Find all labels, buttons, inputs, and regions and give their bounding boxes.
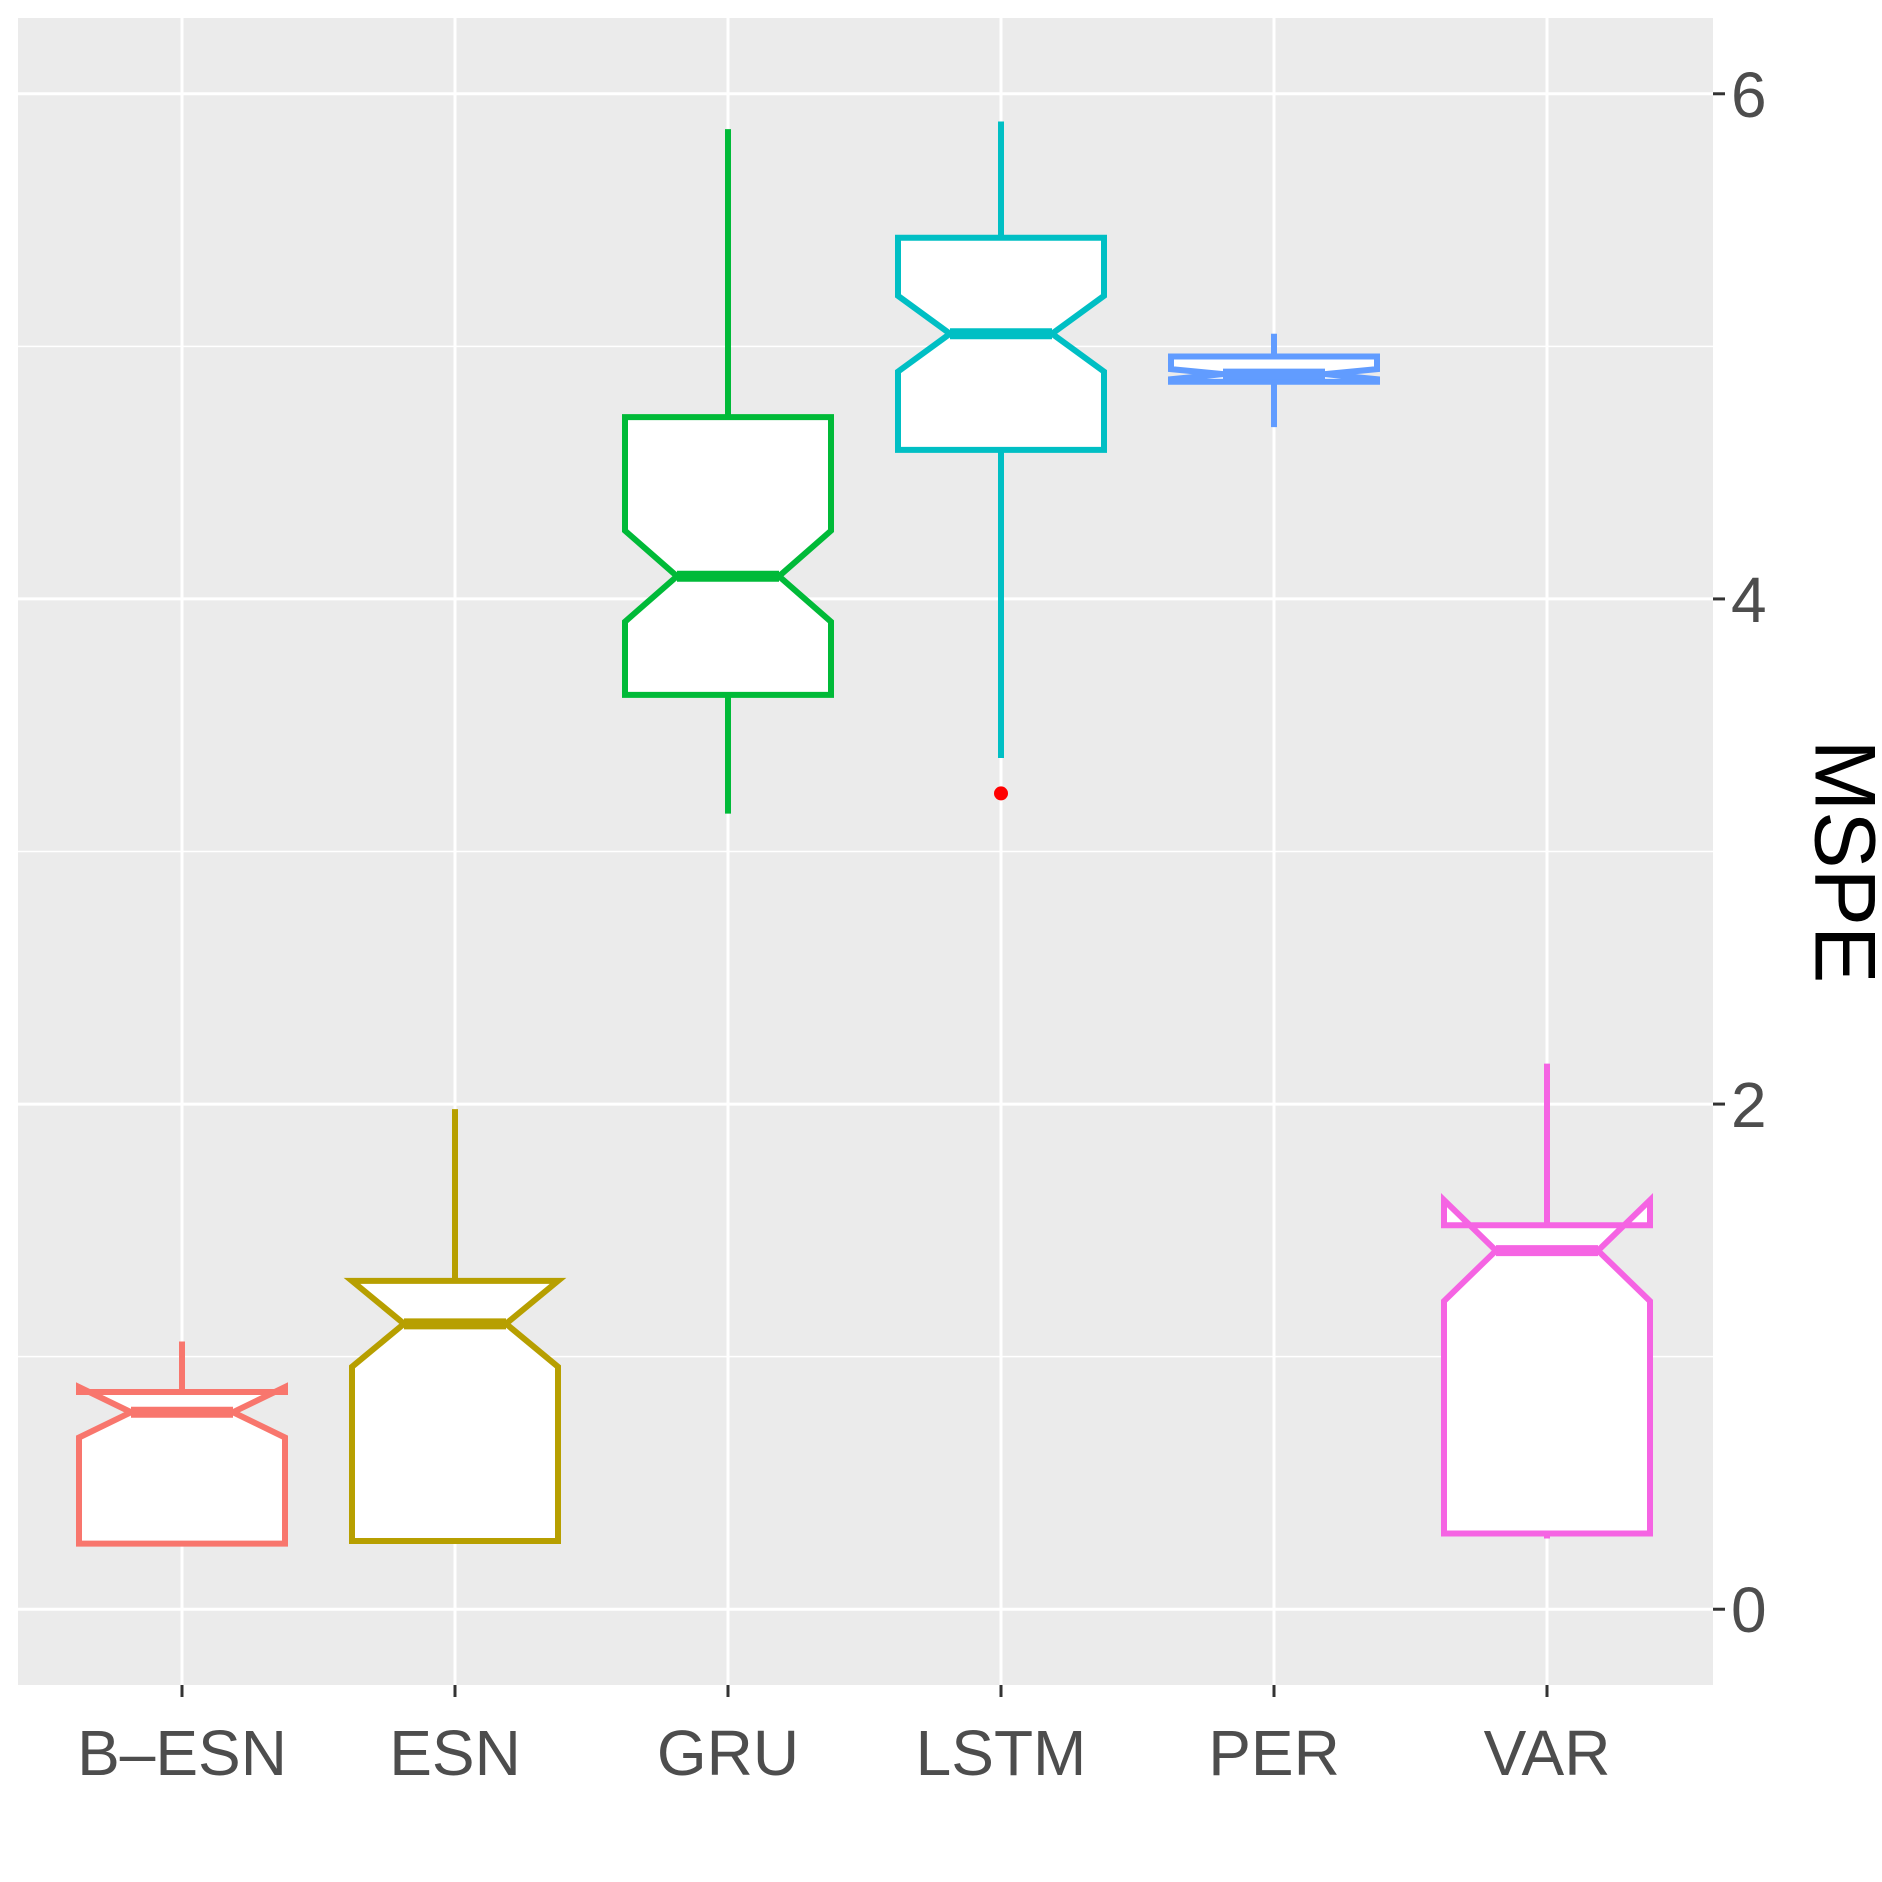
x-tick-label: LSTM: [916, 1717, 1087, 1789]
box-lstm: [895, 121, 1107, 801]
x-tick-label: GRU: [657, 1717, 799, 1789]
box-body: [1441, 1193, 1653, 1537]
y-tick-label: 0: [1731, 1574, 1767, 1646]
x-tick-label: ESN: [389, 1717, 521, 1789]
box-esn: [343, 1109, 567, 1544]
box-var: [1441, 1063, 1653, 1539]
x-tick-label: PER: [1208, 1717, 1340, 1789]
outlier-point: [994, 786, 1008, 801]
x-tick-label: VAR: [1484, 1717, 1611, 1789]
box-per: [1168, 333, 1380, 428]
box-body: [76, 1382, 288, 1547]
gridlines: [18, 18, 1713, 1685]
y-axis-title: MSPE: [1796, 740, 1882, 984]
x-tick-label: B–ESN: [77, 1717, 287, 1789]
axes: 0 2 4 6 B–ESN ESN GRU LSTM PER VAR: [77, 59, 1767, 1789]
box-b-esn: [76, 1341, 288, 1547]
boxes: [76, 121, 1653, 1547]
box-body: [343, 1277, 567, 1544]
box-body: [895, 234, 1107, 453]
y-tick-label: 2: [1731, 1069, 1767, 1141]
box-gru: [622, 129, 834, 814]
y-tick-label: 4: [1731, 564, 1767, 636]
y-tick-label: 6: [1731, 59, 1767, 131]
box-body: [622, 414, 834, 698]
